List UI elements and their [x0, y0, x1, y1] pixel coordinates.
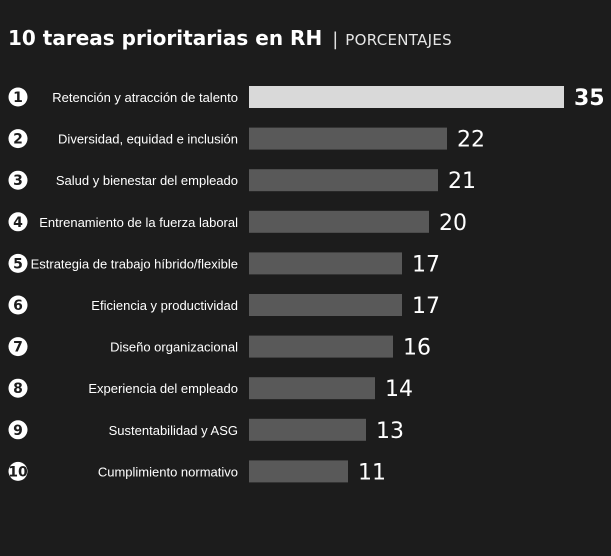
rank-number: 7	[13, 340, 23, 356]
bar	[249, 127, 447, 150]
chart-title: 10 tareas prioritarias en RH	[8, 26, 323, 50]
chart-subtitle: PORCENTAJES	[345, 31, 452, 49]
bar	[249, 86, 564, 108]
rank-number: 9	[13, 423, 23, 439]
rank-number: 5	[13, 256, 23, 272]
rank-number: 1	[13, 90, 23, 106]
value-label: 17	[412, 252, 440, 277]
bar	[249, 335, 393, 358]
category-label: Entrenamiento de la fuerza laboral	[39, 215, 238, 230]
chart-header: 10 tareas prioritarias en RH | PORCENTAJ…	[8, 26, 452, 56]
rank-badge: 9	[8, 420, 28, 440]
rank-badge-circle	[8, 212, 28, 232]
rank-number: 10	[8, 464, 28, 480]
rank-badge-circle	[8, 87, 28, 107]
bar	[249, 418, 366, 441]
value-label: 35	[574, 86, 605, 111]
category-label: Sustentabilidad y ASG	[109, 423, 238, 438]
value-label: 14	[385, 377, 413, 402]
value-label: 22	[457, 128, 485, 153]
rank-badge-circle	[8, 420, 28, 440]
rank-badge: 5	[8, 253, 28, 273]
rank-badge-circle	[8, 295, 28, 315]
rank-badge-circle	[8, 337, 28, 357]
bar	[249, 169, 438, 192]
rank-number: 6	[13, 298, 23, 314]
rank-number: 4	[13, 215, 23, 231]
rank-badge: 6	[8, 295, 28, 315]
category-label: Retención y atracción de talento	[52, 90, 238, 105]
bar	[249, 294, 402, 316]
rank-badge-circle	[8, 461, 28, 481]
category-label: Salud y bienestar del empleado	[56, 173, 238, 188]
rank-badge: 2	[8, 129, 28, 149]
value-label: 20	[439, 211, 467, 236]
value-label: 11	[358, 460, 386, 485]
rank-badge: 10	[8, 461, 28, 481]
category-label: Diversidad, equidad e inclusión	[58, 132, 238, 147]
category-label: Cumplimiento normativo	[98, 464, 238, 479]
rank-badge: 7	[8, 337, 28, 357]
rank-badge: 1	[8, 87, 28, 107]
rank-badge-circle	[8, 378, 28, 398]
value-label: 21	[448, 169, 476, 194]
value-label: 17	[412, 294, 440, 319]
bar	[249, 460, 348, 483]
value-label: 13	[376, 419, 404, 444]
title-separator: |	[332, 29, 339, 50]
rank-badge: 4	[8, 212, 28, 232]
bar	[249, 210, 429, 233]
rank-badge-circle	[8, 129, 28, 149]
value-label: 16	[403, 336, 431, 361]
rank-badge: 3	[8, 170, 28, 190]
category-label: Estrategia de trabajo híbrido/flexible	[31, 256, 238, 271]
rank-badge-circle	[8, 253, 28, 273]
rank-number: 2	[13, 132, 23, 148]
rank-number: 8	[13, 381, 23, 397]
category-label: Experiencia del empleado	[88, 381, 238, 396]
category-label: Diseño organizacional	[110, 340, 238, 355]
rank-badge: 8	[8, 378, 28, 398]
bar	[249, 377, 375, 400]
category-label: Eficiencia y productividad	[91, 298, 238, 313]
rank-badge-circle	[8, 170, 28, 190]
rank-number: 3	[13, 173, 23, 189]
bar	[249, 252, 402, 275]
